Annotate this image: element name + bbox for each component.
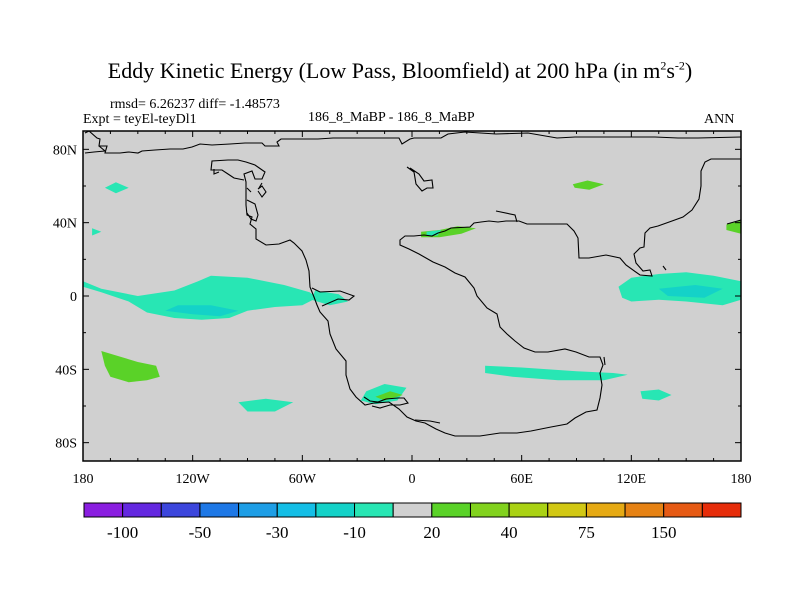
anomaly-south-pacific-positive (101, 351, 160, 383)
y-tick-label-2: 0 (70, 290, 77, 305)
anomaly-west-atlantic-tiny (92, 228, 102, 236)
anomaly-south-atlantic-positive (375, 391, 403, 401)
anomaly-indian-ocean-negative (485, 365, 628, 381)
x-tick-label-4: 60E (510, 472, 533, 487)
coastline-0 (84, 131, 741, 154)
coastline-13 (726, 219, 741, 225)
coastline-7 (246, 199, 259, 222)
anomaly-south-pacific-negative (238, 398, 294, 412)
anomaly-north-pacific-east-positive (726, 220, 741, 234)
anomaly-central-asia-positive (572, 180, 604, 190)
anomaly-west-pacific-core (658, 285, 723, 298)
season-label: ANN (704, 112, 735, 127)
anomaly-mediterranean-core (426, 230, 442, 236)
coastline-3 (311, 287, 356, 307)
coastline-1 (84, 145, 107, 154)
x-tick-label-6: 180 (731, 472, 752, 487)
anomaly-central-pacific-core (165, 305, 239, 317)
expt-label: Expt = teyEl-teyDl1 (83, 112, 197, 127)
coastline-15 (246, 187, 252, 193)
coastline-12 (662, 265, 667, 271)
anomaly-east-pacific-tip (311, 290, 348, 306)
coastline-10 (414, 419, 441, 424)
comparison-label: 186_8_MaBP - 186_8_MaBP (308, 110, 475, 125)
chart-title: Eddy Kinetic Energy (Low Pass, Bloomfiel… (107, 58, 693, 83)
y-tick-label-3: 40S (55, 363, 77, 378)
anomaly-tasman-negative (640, 389, 672, 401)
coastline-9 (363, 396, 409, 409)
x-tick-label-1: 120W (176, 472, 211, 487)
y-tick-label-1: 40N (53, 217, 77, 232)
coastline-14 (213, 169, 220, 175)
x-tick-label-5: 120E (617, 472, 647, 487)
coastline-4 (406, 166, 434, 192)
anomaly-layer (83, 131, 741, 437)
y-tick-label-0: 80N (53, 143, 77, 158)
coastline-6 (257, 185, 267, 198)
coastline-2 (210, 158, 741, 437)
coastline-8 (258, 182, 263, 189)
anomaly-north-pacific-negative (104, 182, 129, 194)
x-tick-label-0: 180 (73, 472, 94, 487)
stats-label: rmsd= 6.26237 diff= -1.48573 (110, 97, 280, 112)
x-tick-label-2: 60W (289, 472, 317, 487)
y-tick-label-4: 80S (55, 437, 77, 452)
coastline-11 (603, 356, 606, 366)
coastline-5 (495, 210, 518, 223)
anomaly-central-pacific-negative (83, 275, 317, 320)
x-tick-label-3: 0 (409, 472, 416, 487)
